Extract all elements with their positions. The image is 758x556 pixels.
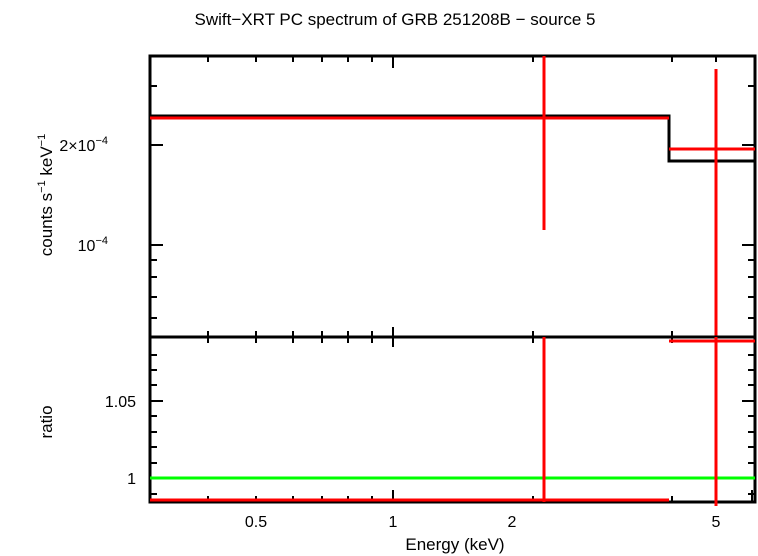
top-x-ticks [207,56,717,68]
x-axis-label: Energy (keV) [405,535,504,554]
bottom-panel: 1 1.05 ratio [37,335,757,506]
bottom-y-axis-label: ratio [37,405,56,438]
chart-title: Swift−XRT PC spectrum of GRB 251208B − s… [195,10,596,29]
bottom-y-ticks-left [150,354,163,495]
bottom-panel-frame [148,335,757,504]
top-y-ticks-right [742,85,755,319]
xtick-label-5: 5 [712,514,721,531]
top-ytick-label-2e-4: 2×10−4 [59,135,108,155]
top-y-axis-label: counts s−1 keV−1 [36,134,56,256]
xtick-label-1: 1 [389,514,398,531]
xtick-label-2: 2 [508,514,517,531]
top-y-ticks-left [150,85,163,319]
top-panel: 10−4 2×10−4 counts s−1 keV−1 [36,54,757,347]
bottom-ytick-label-1: 1 [127,471,136,488]
xtick-label-0-5: 0.5 [245,514,267,531]
top-panel-frame [148,54,757,339]
model-step-line [150,114,755,163]
bottom-y-ticks-right [742,354,755,495]
bottom-ytick-label-1-05: 1.05 [105,394,136,411]
top-ytick-label-1e-4: 10−4 [78,235,108,255]
